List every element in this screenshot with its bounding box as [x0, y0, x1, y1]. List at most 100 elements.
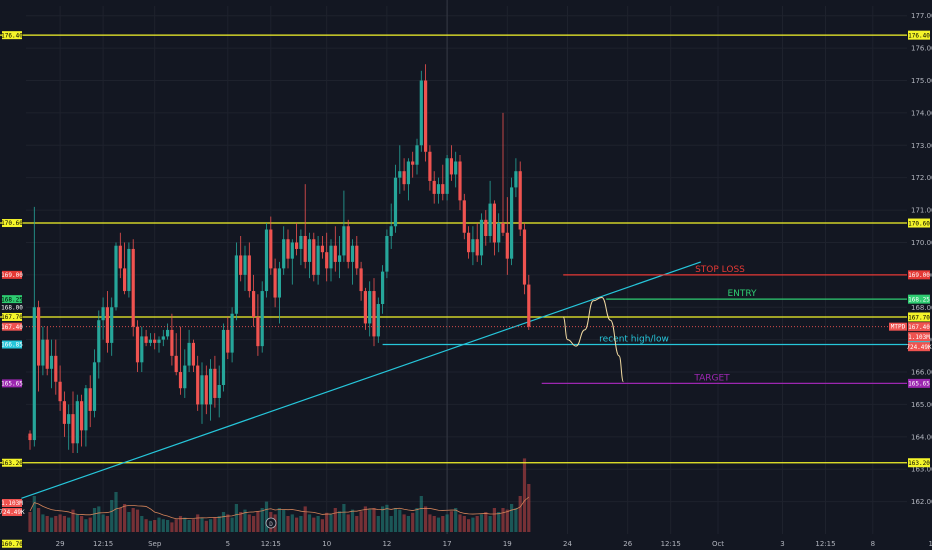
candle-body	[118, 245, 122, 269]
time-tick-label: 12:15	[261, 540, 281, 548]
time-tick-label: 12:15	[661, 540, 681, 548]
candle-body	[88, 388, 92, 411]
left-price-tag: 170.60	[1, 220, 23, 227]
candle-body	[359, 268, 363, 292]
volume-bar	[514, 508, 518, 532]
left-volume-tag: 1.103M	[1, 500, 23, 507]
candle-body	[376, 304, 380, 337]
candle-body	[510, 187, 514, 259]
time-tick-label: 3	[780, 540, 784, 548]
volume-bar	[196, 514, 200, 532]
volume-bar	[183, 517, 187, 532]
volume-bar	[286, 516, 290, 532]
volume-bar	[312, 517, 316, 532]
volume-bar	[92, 508, 97, 532]
candle-body	[312, 239, 316, 275]
volume-bar	[385, 504, 389, 532]
volume-bar	[75, 514, 79, 532]
candle-body	[75, 401, 79, 444]
volume-bar	[41, 514, 45, 532]
candle-body	[286, 239, 290, 259]
price-tick-label: 165.00	[911, 401, 932, 409]
volume-bar	[320, 519, 324, 532]
left-price-tag-box	[2, 379, 22, 388]
candle-body	[213, 368, 217, 398]
volume-bar	[71, 509, 75, 532]
candle-body	[260, 291, 264, 347]
price-tag-yellow-box	[908, 312, 930, 322]
candle-body	[419, 80, 423, 146]
price-tick-label: 164.00	[911, 433, 932, 441]
candle-body	[299, 235, 303, 249]
volume-bar	[123, 504, 127, 532]
volume-bar	[497, 512, 501, 532]
volume-bar	[80, 516, 84, 532]
price-tag-yellow: 163.20	[908, 460, 930, 467]
trendline	[21, 261, 701, 499]
volume-bar	[221, 512, 226, 532]
volume-bar	[402, 514, 406, 532]
volume-bar	[518, 496, 522, 532]
candle-body	[58, 381, 62, 402]
left-price-tag: 168.00	[1, 304, 23, 311]
left-price-tag: 165.65	[1, 381, 23, 388]
misc: D	[265, 517, 277, 529]
volume-bar	[135, 509, 140, 532]
candle-body	[67, 414, 71, 424]
volume-bar	[368, 509, 372, 532]
volume-bar	[217, 516, 221, 532]
candles	[28, 64, 531, 454]
volume-bar	[260, 508, 264, 532]
candle-body	[62, 401, 66, 424]
volume-tag-1: 1.103M	[908, 334, 930, 341]
volume-bar	[424, 506, 428, 532]
volume-bar	[303, 506, 307, 532]
volume-bar	[178, 516, 183, 532]
candle-body	[342, 226, 346, 256]
volume-bar	[475, 516, 479, 532]
candle-body	[497, 223, 501, 243]
candle-body	[234, 255, 238, 314]
time-axis[interactable]: 29 12:15 Sep 5 12:15 10 12 17 19 24 26 12:15 Oct 3 12:…	[0, 536, 932, 550]
volume-tag-2-box	[908, 342, 930, 352]
level-label: TARGET	[693, 373, 730, 383]
candle-body	[221, 329, 226, 385]
candle-body	[385, 235, 389, 272]
volume-bar	[140, 516, 144, 532]
candle-body	[492, 203, 496, 243]
level-label: STOP LOSS	[695, 265, 745, 275]
candle-body	[445, 158, 449, 194]
left-price-tag: 167.70	[1, 314, 23, 321]
candle-body	[187, 342, 191, 366]
price-axis[interactable]: 162.00163.00164.00165.00166.00167.00168.…	[906, 0, 932, 550]
candle-body	[505, 232, 509, 259]
volume-bar	[157, 517, 161, 532]
volume-bar	[105, 516, 109, 532]
candle-body	[372, 291, 376, 337]
volume-bar	[148, 520, 152, 532]
candle-body	[393, 177, 398, 227]
candle-body	[479, 219, 484, 256]
volume-bar	[372, 508, 376, 532]
candle-body	[105, 307, 109, 343]
left-price-tag-box	[2, 312, 22, 321]
left-price-tag-box	[2, 295, 22, 304]
price-tick-label: 172.00	[911, 174, 932, 182]
volume-bar	[527, 484, 531, 532]
time-tick-label: 10	[929, 540, 932, 548]
volume-bar	[230, 517, 234, 532]
volume-bar	[338, 511, 342, 532]
volume-bar	[458, 514, 462, 532]
volume-bar	[247, 514, 251, 532]
volume-bar	[252, 516, 256, 532]
candle-body	[166, 329, 170, 337]
volume-bar	[88, 517, 92, 532]
candle-body	[424, 80, 428, 152]
volume-bar	[333, 508, 337, 532]
volume-bar	[355, 516, 359, 532]
candle-body	[256, 316, 260, 347]
left-price-tag: 167.40	[1, 324, 23, 331]
volume-bar	[295, 517, 299, 532]
price-tag-level-box	[908, 294, 930, 304]
